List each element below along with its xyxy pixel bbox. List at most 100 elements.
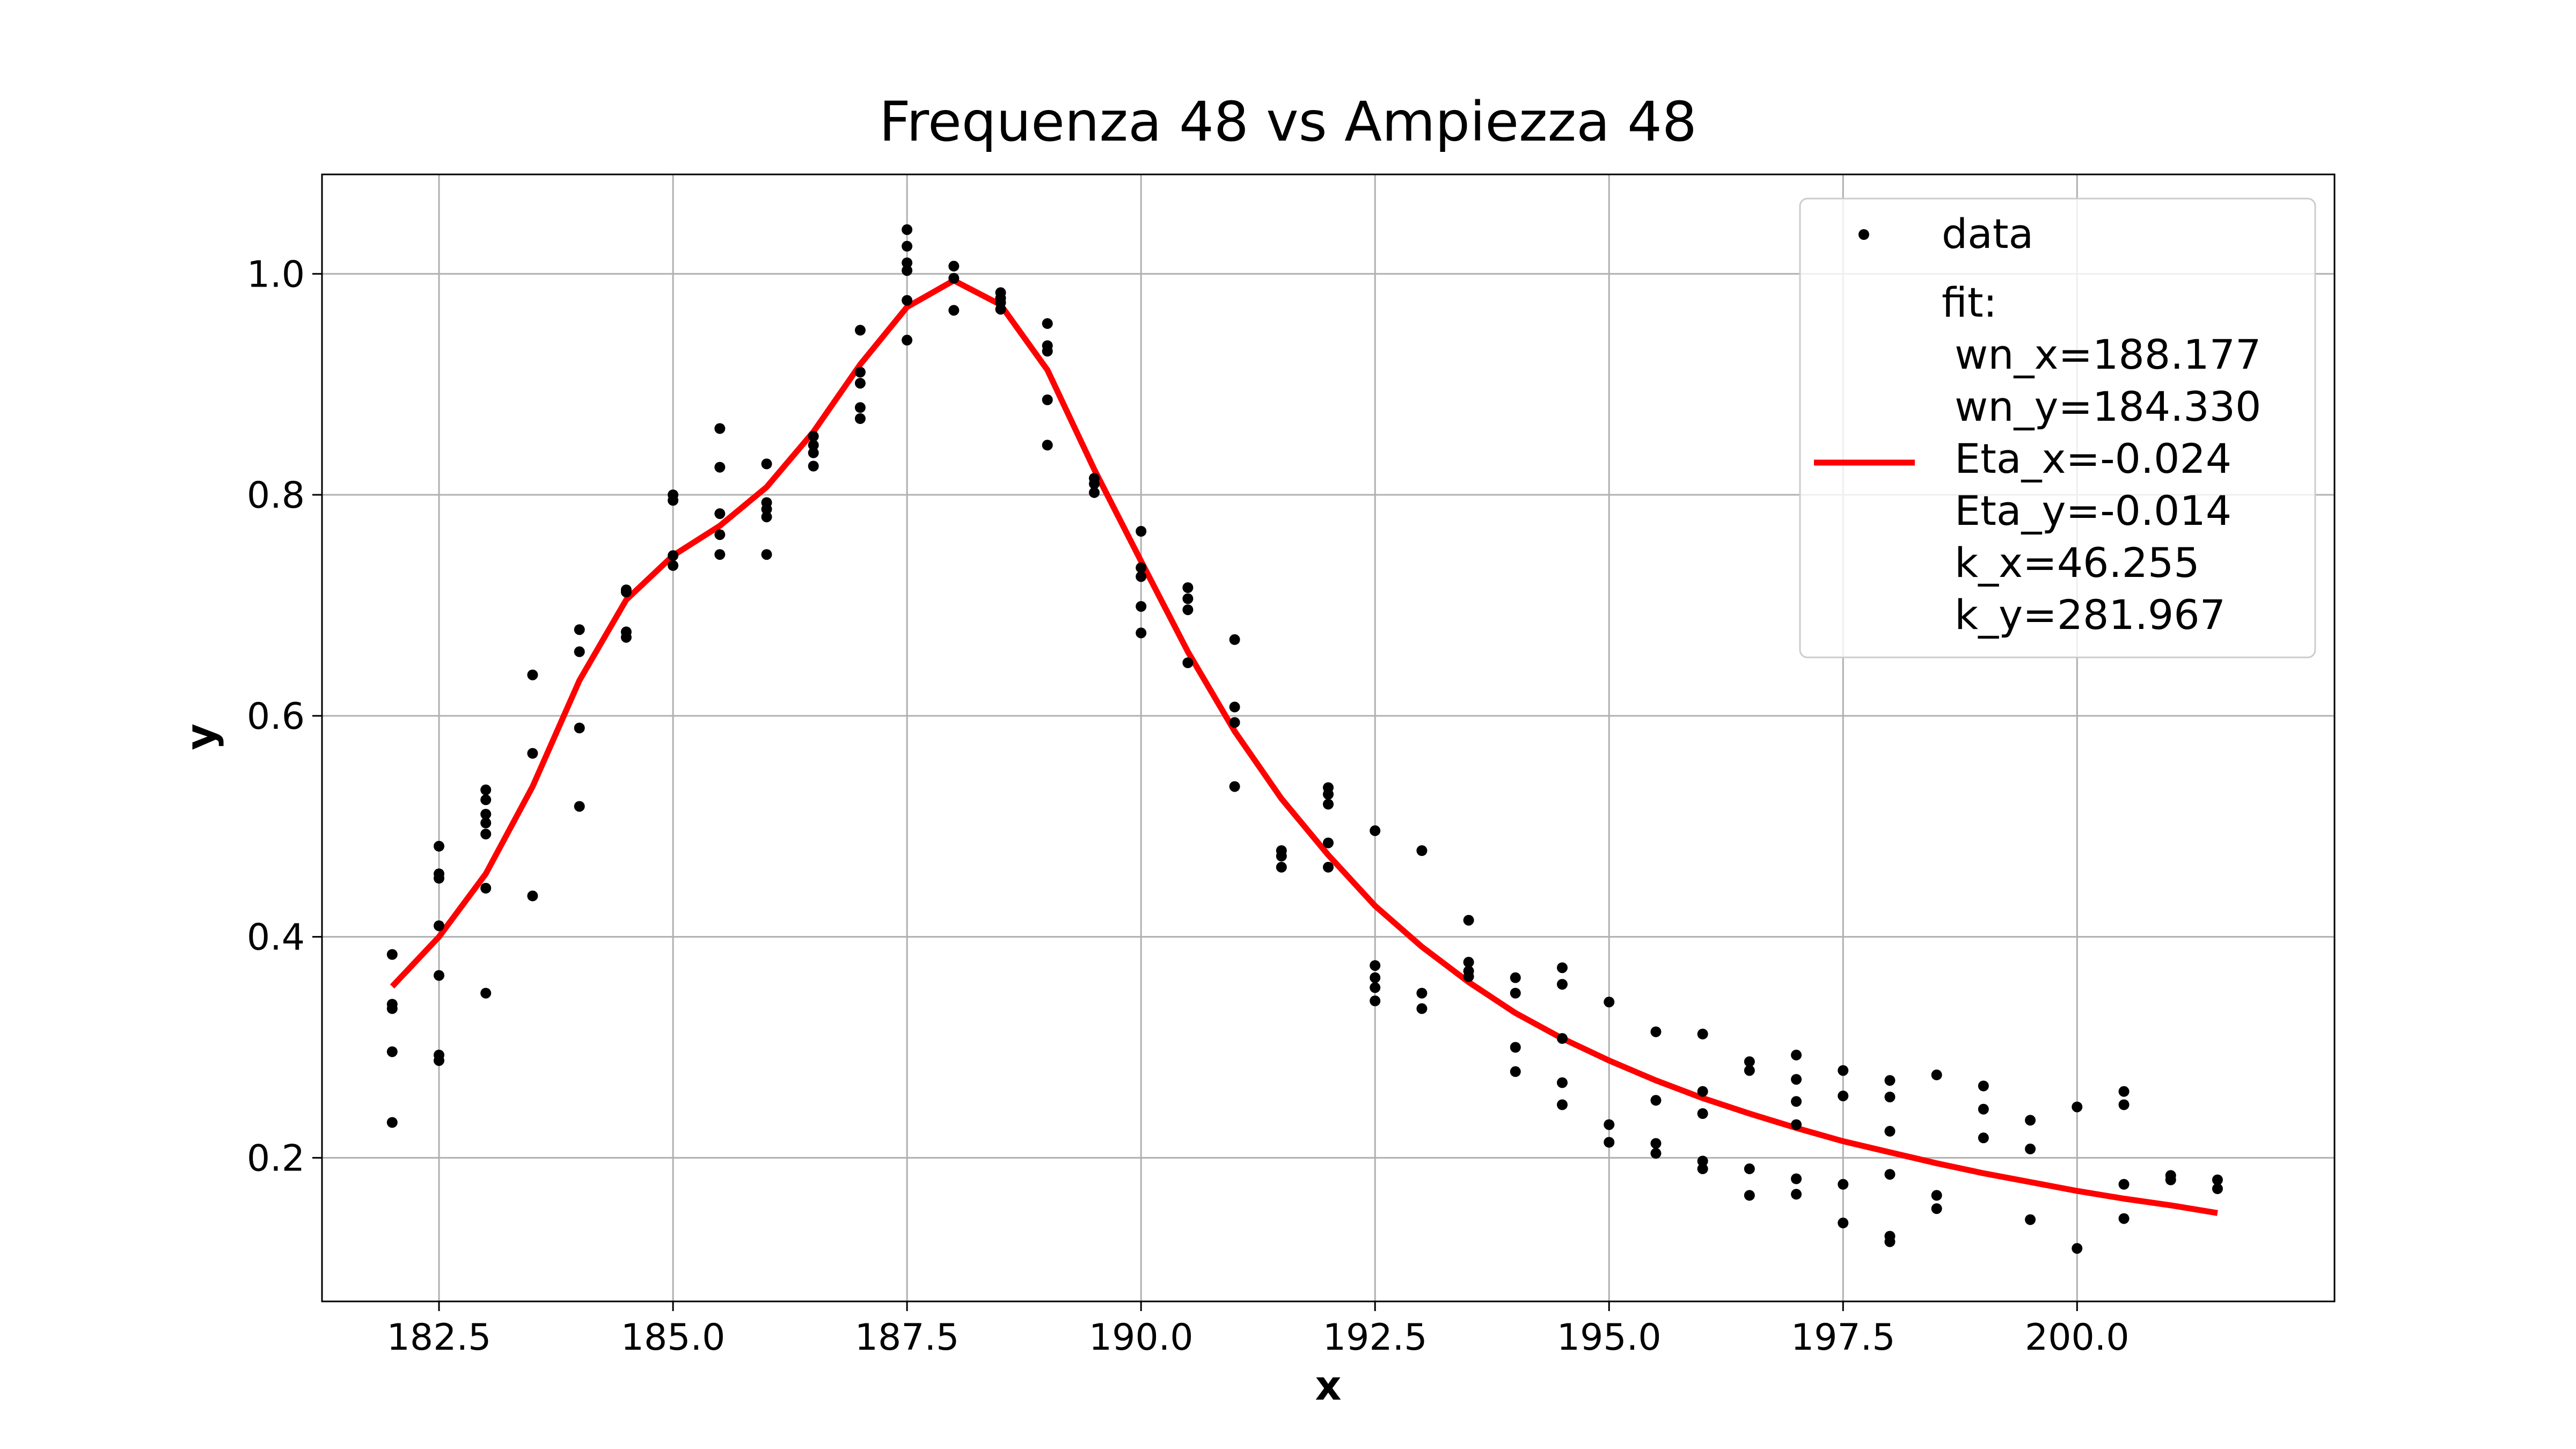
data-point xyxy=(854,402,866,413)
data-point xyxy=(902,257,913,268)
data-point xyxy=(434,920,444,931)
data-point xyxy=(808,430,819,442)
data-point xyxy=(1510,972,1521,983)
x-tick-label: 192.5 xyxy=(1323,1316,1428,1359)
data-point xyxy=(808,440,819,451)
data-point xyxy=(761,503,772,515)
data-point xyxy=(2072,1243,2083,1254)
y-tick-label: 1.0 xyxy=(247,253,305,296)
data-point xyxy=(1650,1148,1662,1159)
data-point xyxy=(668,560,679,571)
data-point xyxy=(948,305,960,316)
data-point xyxy=(1931,1190,1942,1201)
legend-data-label: data xyxy=(1942,210,2033,258)
data-point xyxy=(1978,1103,1989,1115)
data-point xyxy=(434,970,444,981)
x-tick-label: 182.5 xyxy=(387,1316,492,1359)
data-point xyxy=(1697,1108,1708,1119)
data-point xyxy=(480,817,492,829)
data-point xyxy=(1791,1096,1802,1107)
data-point xyxy=(902,295,913,306)
data-point xyxy=(1182,657,1194,668)
data-point xyxy=(1416,987,1428,999)
data-point xyxy=(434,1055,444,1066)
data-point xyxy=(854,413,866,424)
data-point xyxy=(1884,1075,1896,1086)
data-point xyxy=(2025,1115,2036,1126)
data-point xyxy=(1136,562,1147,573)
data-point xyxy=(854,367,866,378)
y-tick-label: 0.6 xyxy=(247,696,305,738)
data-point xyxy=(480,794,492,806)
data-point xyxy=(1323,837,1334,848)
legend-fit-line: fit: xyxy=(1942,279,1997,326)
data-point xyxy=(1838,1217,1849,1228)
data-point xyxy=(808,447,819,458)
data-point xyxy=(1323,861,1334,873)
y-tick-label: 0.4 xyxy=(247,917,305,959)
chart-title: Frequenza 48 vs Ampiezza 48 xyxy=(879,90,1697,154)
data-point xyxy=(1370,996,1381,1006)
legend-fit-line: k_y=281.967 xyxy=(1942,591,2226,639)
data-point xyxy=(1978,1080,1989,1092)
data-point xyxy=(1838,1091,1849,1102)
data-point xyxy=(1370,972,1381,983)
data-point xyxy=(1557,1099,1568,1110)
grid-lines xyxy=(322,174,2334,1301)
data-point xyxy=(668,550,679,561)
data-point xyxy=(668,495,679,506)
data-point xyxy=(1557,1077,1568,1088)
data-point xyxy=(1791,1049,1802,1060)
legend-fit-line: wn_y=184.330 xyxy=(1942,383,2261,430)
data-point xyxy=(1884,1169,1896,1180)
data-point xyxy=(1182,593,1194,604)
data-point xyxy=(480,829,492,840)
data-point xyxy=(1604,1119,1615,1130)
data-point xyxy=(1276,851,1287,862)
data-point xyxy=(434,840,444,852)
data-point xyxy=(2072,1101,2083,1113)
data-point xyxy=(527,669,538,680)
legend-box xyxy=(1799,197,2316,658)
data-point xyxy=(1650,1095,1662,1106)
data-point xyxy=(1604,997,1615,1008)
data-point xyxy=(1229,717,1240,728)
data-point xyxy=(948,273,960,284)
data-point xyxy=(1697,1155,1708,1167)
data-point xyxy=(1276,861,1287,873)
y-tick-label: 0.2 xyxy=(247,1137,305,1180)
x-tick-label: 197.5 xyxy=(1791,1316,1896,1359)
data-point xyxy=(761,458,772,470)
data-point xyxy=(1557,1033,1568,1044)
data-point xyxy=(386,1003,398,1014)
data-point xyxy=(1978,1132,1989,1144)
data-point xyxy=(2118,1213,2129,1224)
data-point xyxy=(1931,1203,1942,1214)
data-point xyxy=(574,801,585,812)
data-point xyxy=(480,809,492,820)
data-point xyxy=(1229,781,1240,792)
data-point xyxy=(902,224,913,235)
data-point xyxy=(1744,1163,1755,1174)
x-axis: 182.5 185.0 187.5 190.0 192.5 195.0 197.5 200.0 xyxy=(387,1301,2129,1359)
data-point xyxy=(714,549,726,560)
data-point xyxy=(1136,571,1147,582)
data-point xyxy=(2212,1174,2223,1185)
data-point xyxy=(1744,1056,1755,1067)
data-point xyxy=(1884,1125,1896,1137)
data-series xyxy=(386,224,2223,1254)
data-point xyxy=(1229,634,1240,645)
data-point xyxy=(2118,1179,2129,1190)
data-point xyxy=(1884,1092,1896,1103)
data-point xyxy=(620,587,632,598)
data-point xyxy=(574,624,585,635)
legend-fit-line: k_x=46.255 xyxy=(1942,539,2200,587)
data-point xyxy=(2025,1214,2036,1225)
data-point xyxy=(1416,845,1428,856)
x-tick-label: 195.0 xyxy=(1557,1316,1662,1359)
data-point xyxy=(386,1046,398,1057)
data-point xyxy=(1182,582,1194,593)
data-point xyxy=(620,632,632,643)
legend: data fit: wn_x=188.177 wn_y=184.330 Eta_… xyxy=(1799,197,2316,658)
data-point xyxy=(714,462,726,473)
